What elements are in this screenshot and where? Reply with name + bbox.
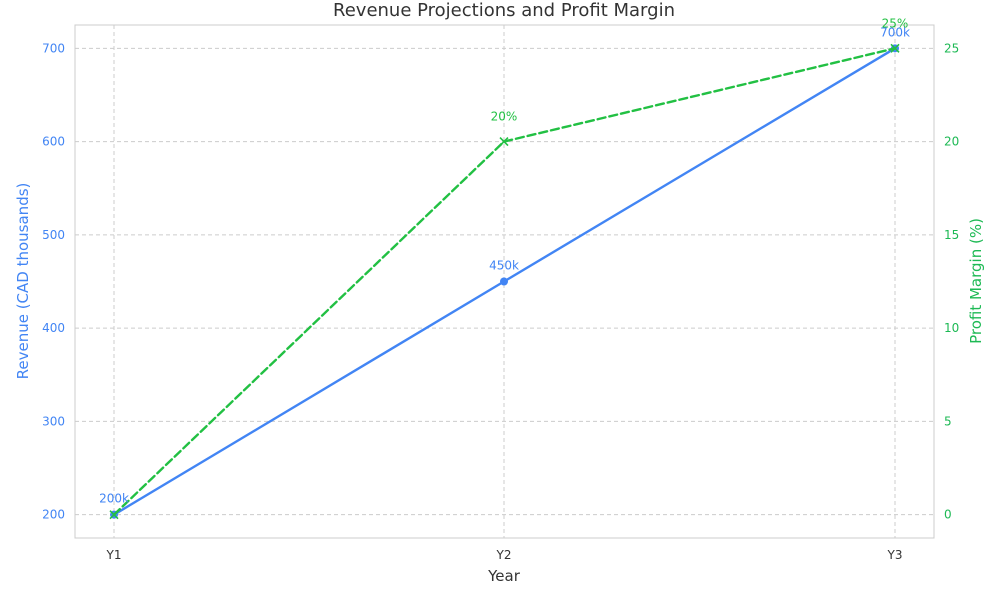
revenue-data-label: 200k [99,492,129,506]
right-axis-ticks: 0 5 10 15 20 25 [944,41,959,521]
data-labels: 200k 450k 700k 20% 25% [99,16,910,505]
left-tick-label: 400 [42,321,65,335]
left-tick-label: 500 [42,228,65,242]
right-axis-label: Profit Margin (%) [967,218,985,344]
left-axis-label: Revenue (CAD thousands) [14,183,32,380]
x-tick-label: Y3 [887,548,903,562]
revenue-point [500,277,508,286]
series [109,43,900,520]
revenue-data-label: 450k [489,259,519,273]
left-tick-label: 200 [42,508,65,522]
right-tick-label: 0 [944,508,952,522]
right-tick-label: 25 [944,41,959,55]
left-tick-label: 600 [42,135,65,149]
left-axis-ticks: 200 300 400 500 600 700 [42,41,65,521]
revenue-data-label: 700k [880,25,910,39]
profit-margin-point [109,510,119,520]
right-tick-label: 10 [944,321,959,335]
profit-margin-point [499,137,509,147]
x-tick-label: Y2 [496,548,512,562]
chart-title: Revenue Projections and Profit Margin [333,0,675,21]
right-tick-label: 15 [944,228,959,242]
left-tick-label: 300 [42,414,65,428]
profit-margin-data-label: 20% [491,110,518,124]
plot-frame [74,24,935,539]
profit-margin-data-label: 25% [882,16,909,30]
right-tick-label: 20 [944,135,959,149]
profit-margin-point [890,43,900,53]
x-tick-label: Y1 [106,548,122,562]
x-axis-label: Year [487,567,521,585]
right-tick-label: 5 [944,414,952,428]
x-axis-ticks: Y1 Y2 Y3 [106,548,903,562]
left-tick-label: 700 [42,41,65,55]
